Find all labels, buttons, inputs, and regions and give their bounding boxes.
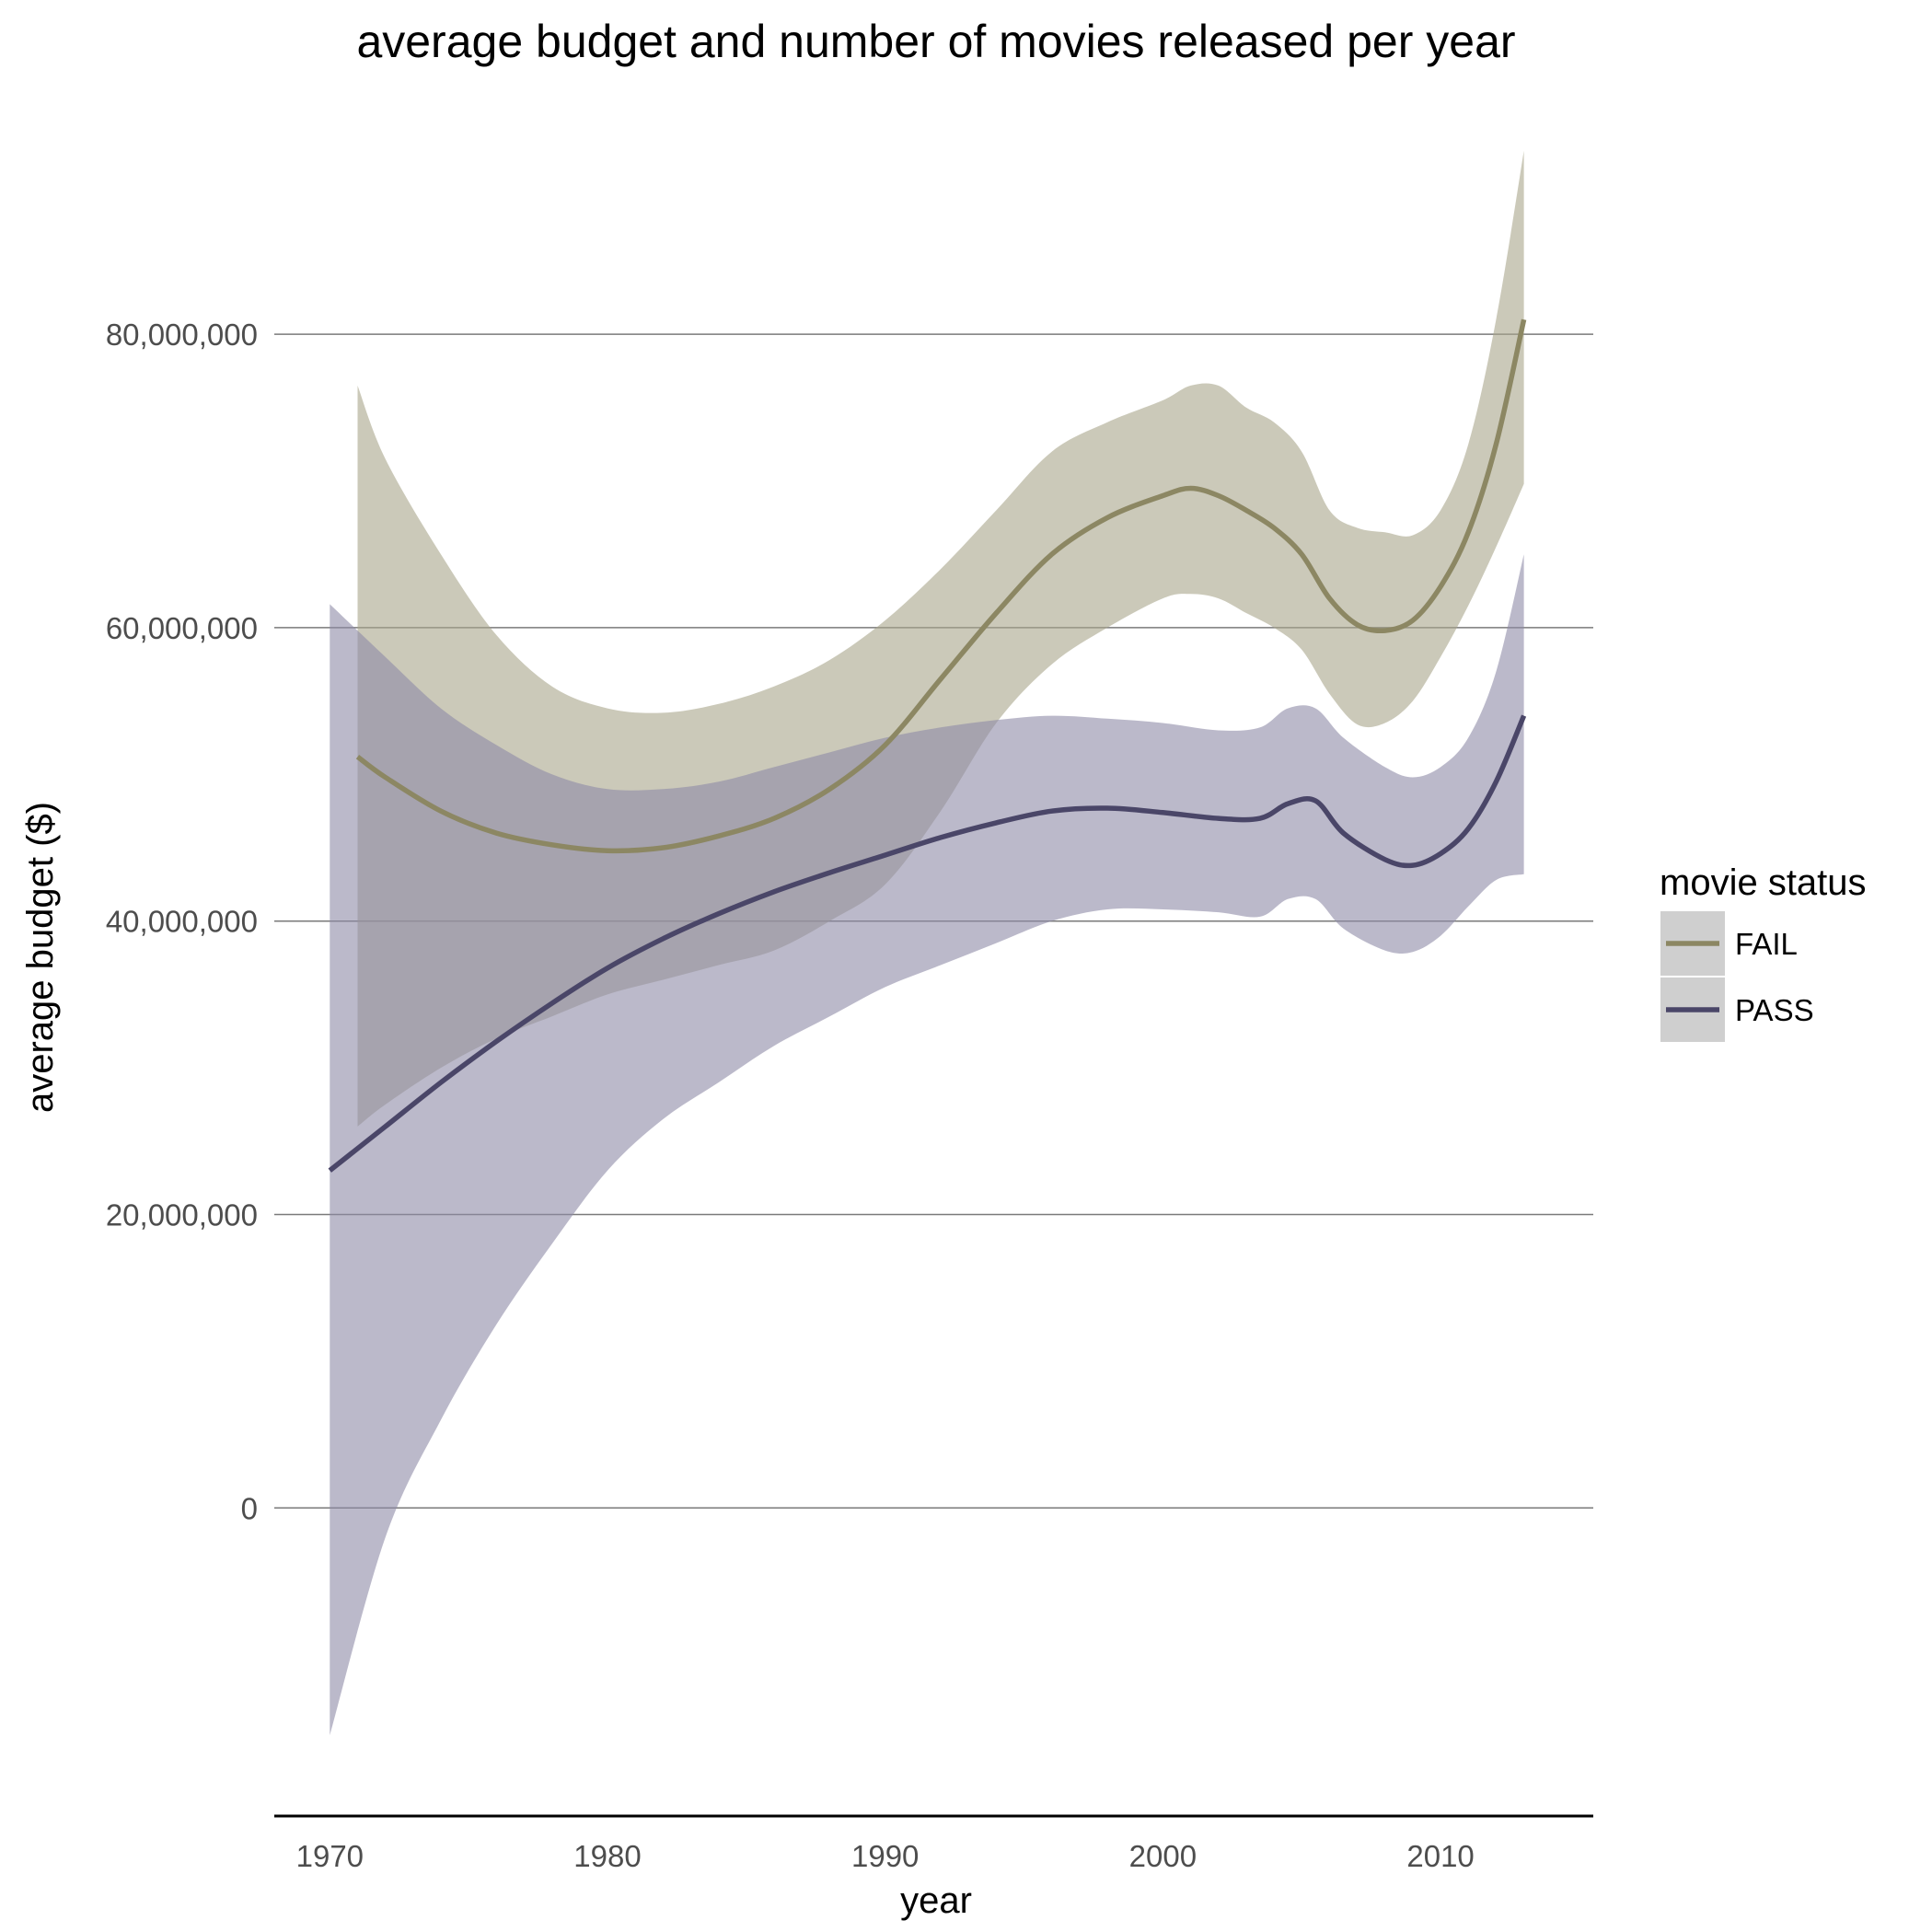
y-tick-label: 60,000,000 (106, 611, 258, 645)
y-tick-label: 20,000,000 (106, 1197, 258, 1232)
x-tick-label: 2000 (1129, 1839, 1197, 1873)
y-tick-label: 0 (241, 1491, 258, 1525)
x-tick-label: 2010 (1406, 1839, 1474, 1873)
confidence-bands (330, 150, 1524, 1736)
x-axis-label: year (900, 1880, 972, 1921)
legend-label-pass: PASS (1735, 993, 1814, 1027)
legend: movie status FAIL PASS (1660, 862, 1867, 1042)
series-lines (328, 318, 1527, 1173)
legend-title: movie status (1660, 862, 1867, 903)
x-tick-label: 1990 (851, 1839, 919, 1873)
y-axis-ticks: 0 20,000,000 40,000,000 60,000,000 80,000,00… (106, 318, 258, 1525)
x-axis-ticks: 1970 1980 1990 2000 2010 (296, 1839, 1475, 1873)
x-tick-label: 1980 (573, 1839, 641, 1873)
legend-label-fail: FAIL (1735, 927, 1798, 961)
y-tick-label: 40,000,000 (106, 905, 258, 939)
y-tick-label: 80,000,000 (106, 318, 258, 352)
y-axis-label: average budget ($) (20, 802, 61, 1113)
line-pass (328, 714, 1527, 1173)
line-fail (355, 318, 1527, 854)
chart-title: average budget and number of movies rele… (356, 16, 1515, 67)
x-tick-label: 1970 (296, 1839, 364, 1873)
